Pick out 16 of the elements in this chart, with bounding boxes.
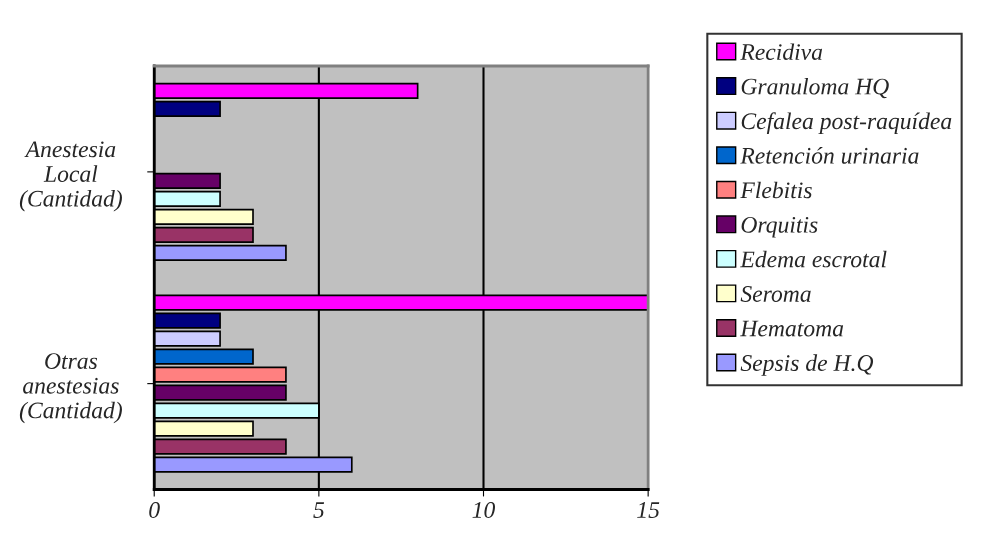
legend-label: Cefalea post-raquídea xyxy=(741,112,952,134)
legend-label: Recidiva xyxy=(740,43,823,61)
y-tick-label: Otras anestesias (Cantidad) xyxy=(19,353,122,424)
x-tick-label: 5 xyxy=(313,502,325,518)
legend-label: Flebitis xyxy=(740,181,812,199)
x-tick-label: 10 xyxy=(472,501,496,518)
legend-label: Retención urinaria xyxy=(740,147,919,164)
legend-label: Hematoma xyxy=(740,320,844,337)
legend-label: Edema escrotal xyxy=(740,250,887,268)
legend-label: Sepsis de H.Q xyxy=(740,354,874,376)
y-tick-label: Anestesia Local (Cantidad) xyxy=(19,141,122,212)
x-tick-label: 0 xyxy=(149,501,160,518)
legend-label: Granuloma HQ xyxy=(741,77,889,99)
x-tick-label: 15 xyxy=(637,502,660,518)
legend-label: Seroma xyxy=(740,286,811,302)
legend-label: Orquitis xyxy=(741,216,818,238)
